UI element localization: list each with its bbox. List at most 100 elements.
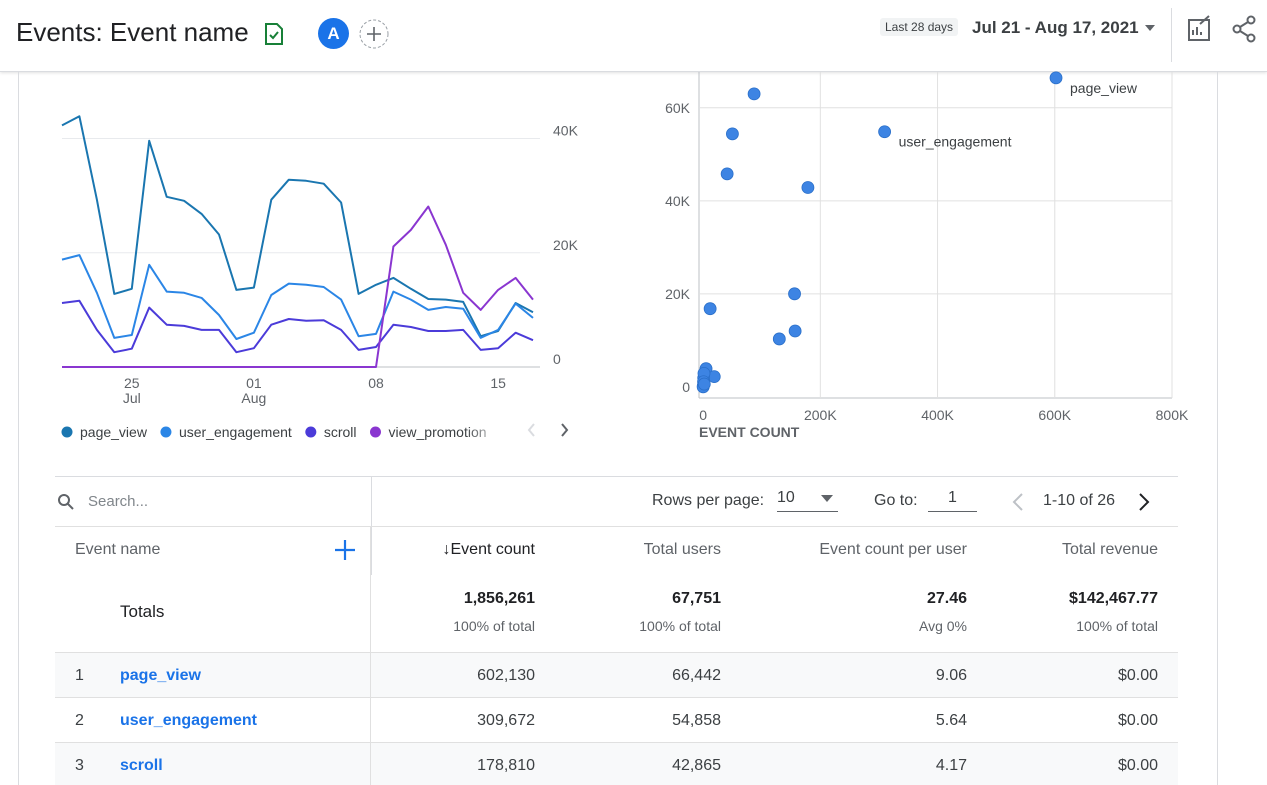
totals-note: Avg 0%	[919, 618, 967, 634]
row-index: 1	[75, 667, 120, 685]
series-line	[62, 116, 533, 336]
cell: $0.00	[987, 698, 1178, 743]
cell: 4.17	[741, 743, 987, 785]
goto-input[interactable]: 1	[928, 489, 977, 512]
x-tick-label: 600K	[1038, 407, 1071, 423]
charts: 020K40Kpage_viewuser_engagementscrollvie…	[0, 0, 1267, 470]
table-row: 2user_engagement309,67254,8585.64$0.00	[55, 697, 1178, 743]
column-header[interactable]: Total users	[555, 527, 741, 573]
legend: page_viewuser_engagementscrollview_promo…	[62, 424, 487, 440]
legend-label: page_view	[80, 424, 148, 440]
table-row: 1page_view602,13066,4429.06$0.00	[55, 652, 1178, 698]
cell: $0.00	[987, 743, 1178, 785]
cell: 5.64	[741, 698, 987, 743]
cell: 66,442	[555, 653, 741, 698]
totals-note: 100% of total	[1076, 618, 1158, 634]
rows-per-page-value: 10	[777, 489, 795, 506]
legend-swatch	[305, 427, 316, 438]
pagination: 1-10 of 26	[1043, 492, 1115, 510]
x-tick-label: 0	[699, 407, 707, 423]
legend-label: user_engagement	[179, 424, 292, 440]
event-name-link[interactable]: user_engagement	[120, 712, 257, 730]
column-header[interactable]: Event count per user	[741, 527, 987, 573]
totals-value: 67,751	[672, 590, 721, 608]
rows-per-page-label: Rows per page:	[652, 492, 764, 510]
totals-value: $142,467.77	[1069, 590, 1158, 608]
scatter-point	[748, 88, 760, 100]
totals-cell: 1,856,261 100% of total	[371, 572, 555, 652]
x-tick-label: 15	[478, 376, 518, 391]
totals-note: 100% of total	[453, 618, 535, 634]
header-cell: Event name	[55, 527, 371, 573]
cell: 3scroll	[55, 743, 371, 785]
prev-page[interactable]	[1010, 492, 1026, 512]
scatter-point	[773, 333, 785, 345]
table-header: Event name ↓Event count Total users Even…	[55, 526, 1178, 573]
event-name-link[interactable]: page_view	[120, 667, 201, 685]
scatter-point	[879, 126, 891, 138]
scatter-point	[789, 325, 801, 337]
select-arrow	[820, 494, 834, 504]
cell: 1page_view	[55, 653, 371, 698]
cell: 54,858	[555, 698, 741, 743]
x-tick-label: 400K	[921, 407, 954, 423]
x-tick-label: 08	[356, 376, 396, 391]
y-tick-label: 60K	[665, 100, 691, 116]
x-tick-label: 200K	[804, 407, 837, 423]
row-index: 3	[75, 757, 120, 775]
y-tick-label: 20K	[553, 237, 579, 253]
cell: 602,130	[371, 653, 555, 698]
legend-swatch	[370, 427, 381, 438]
totals-row: Totals 1,856,261 100% of total 67,751 100% …	[55, 572, 1178, 652]
cell: $0.00	[987, 653, 1178, 698]
x-tick-label: 800K	[1156, 407, 1189, 423]
scatter-point	[789, 288, 801, 300]
cell: 309,672	[371, 698, 555, 743]
column-header: Event count	[451, 541, 536, 559]
table-row: 3scroll178,81042,8654.17$0.00	[55, 742, 1178, 785]
y-tick-label: 40K	[553, 123, 579, 139]
totals-note: 100% of total	[639, 618, 721, 634]
legend-next[interactable]	[562, 424, 567, 436]
search-icon	[57, 493, 75, 511]
table-top	[55, 476, 1178, 477]
totals-cell: 67,751 100% of total	[555, 572, 741, 652]
scatter-point	[704, 303, 716, 315]
totals-value: 27.46	[927, 590, 967, 608]
goto-label: Go to:	[874, 492, 918, 510]
scatter-point	[726, 128, 738, 140]
header-cell[interactable]: ↓Event count	[371, 527, 555, 573]
x-axis-label: EVENT COUNT	[699, 424, 800, 440]
x-tick-label: 01 Aug	[234, 376, 274, 406]
totals-value: 1,856,261	[464, 590, 535, 608]
column-header[interactable]: Event name	[75, 541, 160, 559]
column-header[interactable]: Total revenue	[987, 527, 1178, 573]
scatter-point	[721, 168, 733, 180]
search-input[interactable]: Search...	[88, 493, 148, 510]
point-label: page_view	[1070, 80, 1138, 96]
add-dimension[interactable]	[334, 539, 356, 561]
x-tick-label: 25 Jul	[112, 376, 152, 406]
cell: 9.06	[741, 653, 987, 698]
row-index: 2	[75, 712, 120, 730]
scatter-point	[698, 378, 710, 390]
cell: 178,810	[371, 743, 555, 785]
point-label: user_engagement	[899, 134, 1012, 150]
y-tick-label: 40K	[665, 193, 691, 209]
legend-prev[interactable]	[529, 424, 534, 436]
next-page[interactable]	[1136, 492, 1152, 512]
series-line	[62, 255, 533, 339]
totals-cell: 27.46 Avg 0%	[741, 572, 987, 652]
totals-label: Totals	[55, 572, 371, 652]
legend-swatch	[62, 427, 73, 438]
y-tick-label: 20K	[665, 286, 691, 302]
scatter-point	[802, 181, 814, 193]
scatter-point	[1050, 72, 1062, 84]
legend-fade	[465, 420, 505, 442]
cell: 42,865	[555, 743, 741, 785]
totals-cell: $142,467.77 100% of total	[987, 572, 1178, 652]
event-name-link[interactable]: scroll	[120, 757, 163, 775]
cell: 2user_engagement	[55, 698, 371, 743]
legend-label: scroll	[324, 424, 357, 440]
